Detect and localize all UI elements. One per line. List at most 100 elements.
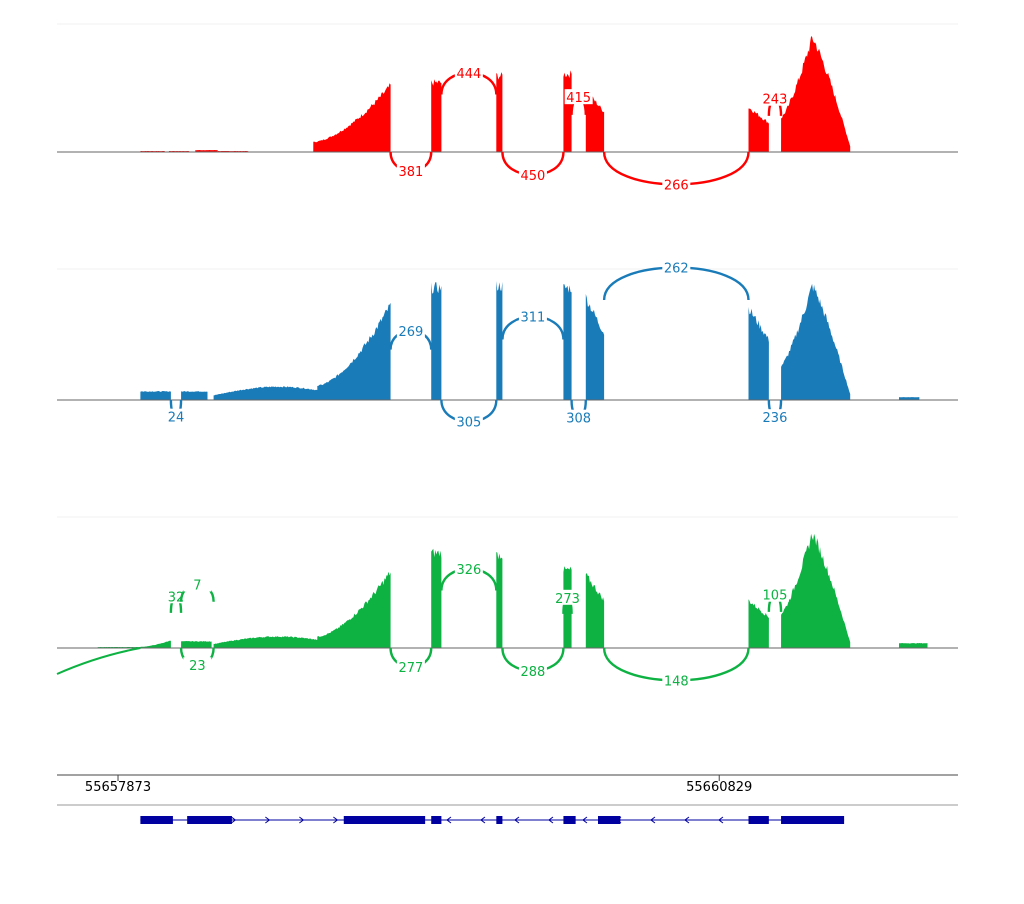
coverage-bar <box>140 640 171 648</box>
coverage-bar <box>140 391 171 400</box>
coverage-bar <box>496 72 503 152</box>
coverage-bar <box>317 302 391 400</box>
coverage-bar <box>748 108 769 152</box>
junction-label-bg <box>564 89 593 105</box>
exon-block <box>355 816 375 824</box>
coverage-bar <box>585 573 605 648</box>
exon-block <box>496 816 503 824</box>
strand-arrow <box>820 816 826 824</box>
coverage-bar <box>563 566 572 648</box>
junction-label-bg <box>662 259 691 275</box>
strand-arrow <box>480 816 486 824</box>
coverage-bar <box>431 548 442 648</box>
junction-label-bg <box>454 413 483 429</box>
junction-count-label: 381 <box>398 165 423 180</box>
coverage-bar <box>899 643 928 648</box>
junction-label-bg <box>518 166 547 182</box>
junction-label-bg <box>161 408 190 424</box>
strand-arrow <box>548 816 554 824</box>
tick-label: 55657873 <box>85 780 151 795</box>
strand-arrow <box>514 816 520 824</box>
junction-count-label: 24 <box>168 411 185 426</box>
coverage-bar <box>748 307 769 400</box>
coverage-bar <box>585 294 605 400</box>
coverage-bar <box>313 83 391 152</box>
strand-arrow <box>786 816 792 824</box>
exon-block <box>187 816 232 824</box>
strand-arrow <box>582 816 588 824</box>
exon-block <box>431 816 442 824</box>
junction-count-label: 7 <box>193 578 201 593</box>
junction-arc <box>56 647 141 675</box>
sample-track: 24 269 305 311 308 262 236 <box>57 259 958 431</box>
junction-count-label: 243 <box>763 93 788 108</box>
junction-label-bg <box>396 658 425 674</box>
strand-arrow <box>231 816 237 824</box>
strand-arrow <box>197 816 203 824</box>
junction-label-bg <box>183 657 212 673</box>
coverage-bar <box>181 641 212 648</box>
coverage-bar <box>496 281 503 400</box>
junction-count-label: 273 <box>555 592 580 607</box>
junction-count-label: 23 <box>189 659 206 674</box>
junction-count-label: 236 <box>763 411 788 426</box>
x-axis: 55657873 55660829 <box>57 774 958 806</box>
coverage-bar <box>213 386 344 400</box>
strand-arrow <box>650 816 656 824</box>
coverage-bar <box>781 533 851 648</box>
strand-arrow <box>163 816 169 824</box>
junction-count-label: 266 <box>664 178 689 193</box>
strand-arrow <box>616 816 622 824</box>
junction-count-label: 269 <box>398 325 423 340</box>
strand-arrow <box>752 816 758 824</box>
coverage-tracks: 381 444 450 415 266 243 24 269 305 311 308 262 236 32… <box>56 23 958 689</box>
strand-arrow <box>412 816 418 824</box>
junction-label-bg <box>760 90 789 106</box>
junction-label-bg <box>760 409 789 425</box>
junction-label-bg <box>553 589 582 605</box>
junction-label-bg <box>760 586 789 602</box>
junction-label-bg <box>518 308 547 324</box>
gene-model-track <box>140 816 845 824</box>
strand-arrow <box>718 816 724 824</box>
exon-block <box>748 816 769 824</box>
exon-block <box>416 816 426 824</box>
strand-arrow <box>684 816 690 824</box>
coverage-bar <box>563 284 572 400</box>
junction-count-label: 311 <box>521 311 546 326</box>
junction-count-label: 288 <box>521 665 546 680</box>
junction-label-bg <box>454 64 483 80</box>
junction-count-label: 148 <box>664 674 689 689</box>
strand-arrow <box>299 816 305 824</box>
junction-label-bg <box>396 162 425 178</box>
junction-count-label: 105 <box>763 589 788 604</box>
coverage-bar <box>181 391 208 400</box>
junction-label-bg <box>564 409 593 425</box>
junction-count-label: 308 <box>566 412 591 427</box>
coverage-bar <box>748 599 769 648</box>
coverage-bar <box>899 397 920 400</box>
strand-arrow <box>378 816 384 824</box>
exon-block <box>563 816 576 824</box>
coverage-bar <box>431 79 442 152</box>
coverage-bar <box>317 571 391 648</box>
junction-label-bg <box>662 672 691 688</box>
strand-arrow <box>265 816 271 824</box>
exon-block <box>781 816 845 824</box>
sample-track: 381 444 450 415 266 243 <box>57 23 958 193</box>
junction-label-bg <box>183 576 212 592</box>
junction-count-label: 415 <box>566 91 591 106</box>
coverage-bar <box>781 283 851 400</box>
coverage-bar <box>496 552 503 648</box>
junction-count-label: 450 <box>521 169 546 184</box>
coverage-bar <box>585 92 605 152</box>
junction-count-label: 326 <box>456 563 481 578</box>
coverage-bar <box>781 36 851 152</box>
junction-label-bg <box>662 176 691 192</box>
coverage-bar <box>563 70 572 152</box>
tick-label: 55660829 <box>686 780 752 795</box>
strand-arrow <box>446 816 452 824</box>
gene-model <box>355 816 845 824</box>
